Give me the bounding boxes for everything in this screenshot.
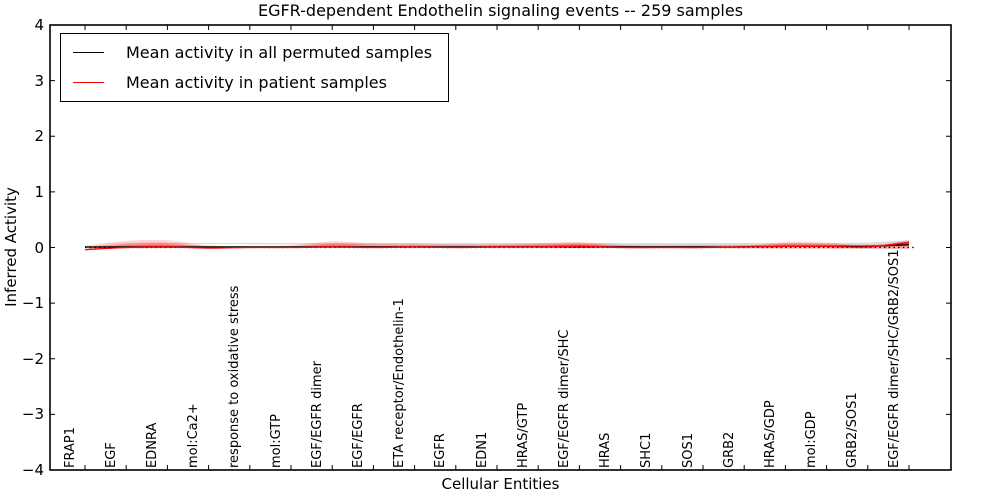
x-tick-label: EDN1	[474, 431, 490, 468]
y-tick-label: 2	[34, 127, 44, 146]
legend-line-permuted-icon	[73, 52, 104, 53]
x-tick-label: EGFR	[433, 433, 449, 468]
x-tick-label: EGF/EGFR dimer	[309, 361, 325, 468]
x-axis-label: Cellular Entities	[441, 475, 560, 493]
legend: Mean activity in all permuted samples Me…	[60, 33, 450, 102]
x-tick-label: mol:GTP	[268, 414, 284, 468]
y-tick-label: 1	[34, 182, 44, 201]
x-tick-label: FRAP1	[62, 427, 78, 468]
legend-line-patient-icon	[73, 82, 104, 83]
x-tick-label: EGF/EGFR dimer/SHC	[556, 329, 572, 468]
y-tick-label: 0	[34, 238, 44, 257]
legend-entry-permuted: Mean activity in all permuted samples	[73, 41, 432, 64]
x-tick-label: response to oxidative stress	[227, 285, 243, 468]
x-tick-label: HRAS/GTP	[515, 402, 531, 468]
chart-title: EGFR-dependent Endothelin signaling even…	[257, 1, 744, 20]
y-axis-label: Inferred Activity	[2, 187, 20, 307]
x-tick-label: EDNRA	[144, 422, 160, 468]
legend-label-patient: Mean activity in patient samples	[126, 73, 387, 92]
x-tick-label: mol:GDP	[804, 411, 820, 468]
x-tick-label: mol:Ca2+	[186, 403, 202, 468]
x-tick-label: EGF/EGFR dimer/SHC/GRB2/SOS1	[886, 249, 902, 469]
legend-label-permuted: Mean activity in all permuted samples	[126, 43, 433, 62]
y-tick-label: −4	[21, 461, 44, 479]
x-tick-label: EGF	[103, 442, 119, 468]
x-tick-label: HRAS	[598, 432, 614, 468]
x-tick-label: SOS1	[680, 432, 696, 468]
x-tick-label: ETA receptor/Endothelin-1	[392, 298, 408, 468]
y-tick-label: −1	[21, 294, 44, 313]
x-tick-label: GRB2/SOS1	[845, 392, 861, 468]
y-tick-label: 3	[34, 71, 44, 90]
y-tick-label: 4	[34, 16, 44, 34]
x-tick-label: GRB2	[721, 431, 737, 468]
y-tick-label: −3	[21, 405, 44, 424]
legend-entry-patient: Mean activity in patient samples	[73, 71, 432, 94]
y-tick-label: −2	[21, 349, 44, 368]
x-tick-label: EGF/EGFR	[350, 403, 366, 468]
x-tick-label: SHC1	[639, 432, 655, 468]
x-tick-label: HRAS/GDP	[762, 400, 778, 468]
